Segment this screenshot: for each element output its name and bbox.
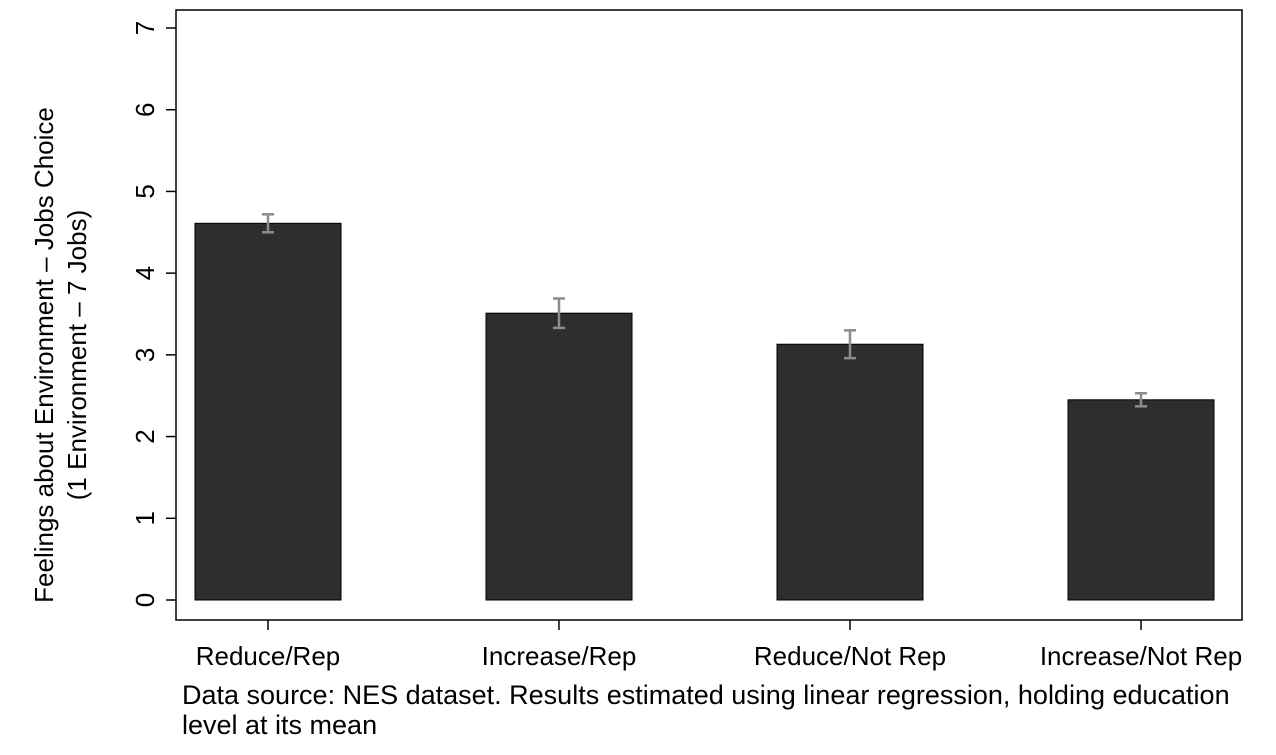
x-tick-label-3: Reduce/Not Rep [754, 641, 946, 671]
y-tick-label-3: 3 [130, 348, 160, 362]
y-tick-label-5: 5 [130, 184, 160, 198]
x-tick-label-4: Increase/Not Rep [1040, 641, 1242, 671]
error-bar-1 [262, 213, 274, 234]
y-tick-label-7: 7 [130, 21, 160, 35]
y-tick-label-1: 1 [130, 511, 160, 525]
bar-3 [776, 343, 924, 601]
y-axis-label: Feelings about Environment – Jobs Choice… [29, 107, 92, 603]
error-bar-3 [844, 329, 856, 360]
x-tick-label-2: Increase/Rep [482, 641, 637, 671]
bars [194, 222, 1215, 601]
error-bar-2 [553, 297, 565, 330]
y-axis-label-line-1: Feelings about Environment – Jobs Choice [29, 107, 59, 603]
error-bar-4 [1135, 392, 1147, 408]
y-tick-label-6: 6 [130, 102, 160, 116]
y-tick-label-4: 4 [130, 266, 160, 280]
error-bars [262, 213, 1147, 408]
bar-chart: Feelings about Environment – Jobs Choice… [29, 9, 1243, 671]
x-axis: Reduce/Rep Increase/Rep Reduce/Not Rep Incr… [196, 620, 1242, 671]
y-axis: 0 1 2 3 4 5 6 7 [130, 21, 176, 607]
bar-2 [485, 312, 633, 601]
data-source-note: Data source: NES dataset. Results estima… [182, 680, 1230, 740]
x-tick-label-1: Reduce/Rep [196, 641, 341, 671]
plot-frame [175, 9, 1243, 621]
y-tick-label-0: 0 [130, 593, 160, 607]
bar-1 [194, 222, 342, 601]
bar-4 [1067, 399, 1215, 601]
y-axis-label-line-2: (1 Environment – 7 Jobs) [62, 210, 92, 500]
y-tick-label-2: 2 [130, 429, 160, 443]
